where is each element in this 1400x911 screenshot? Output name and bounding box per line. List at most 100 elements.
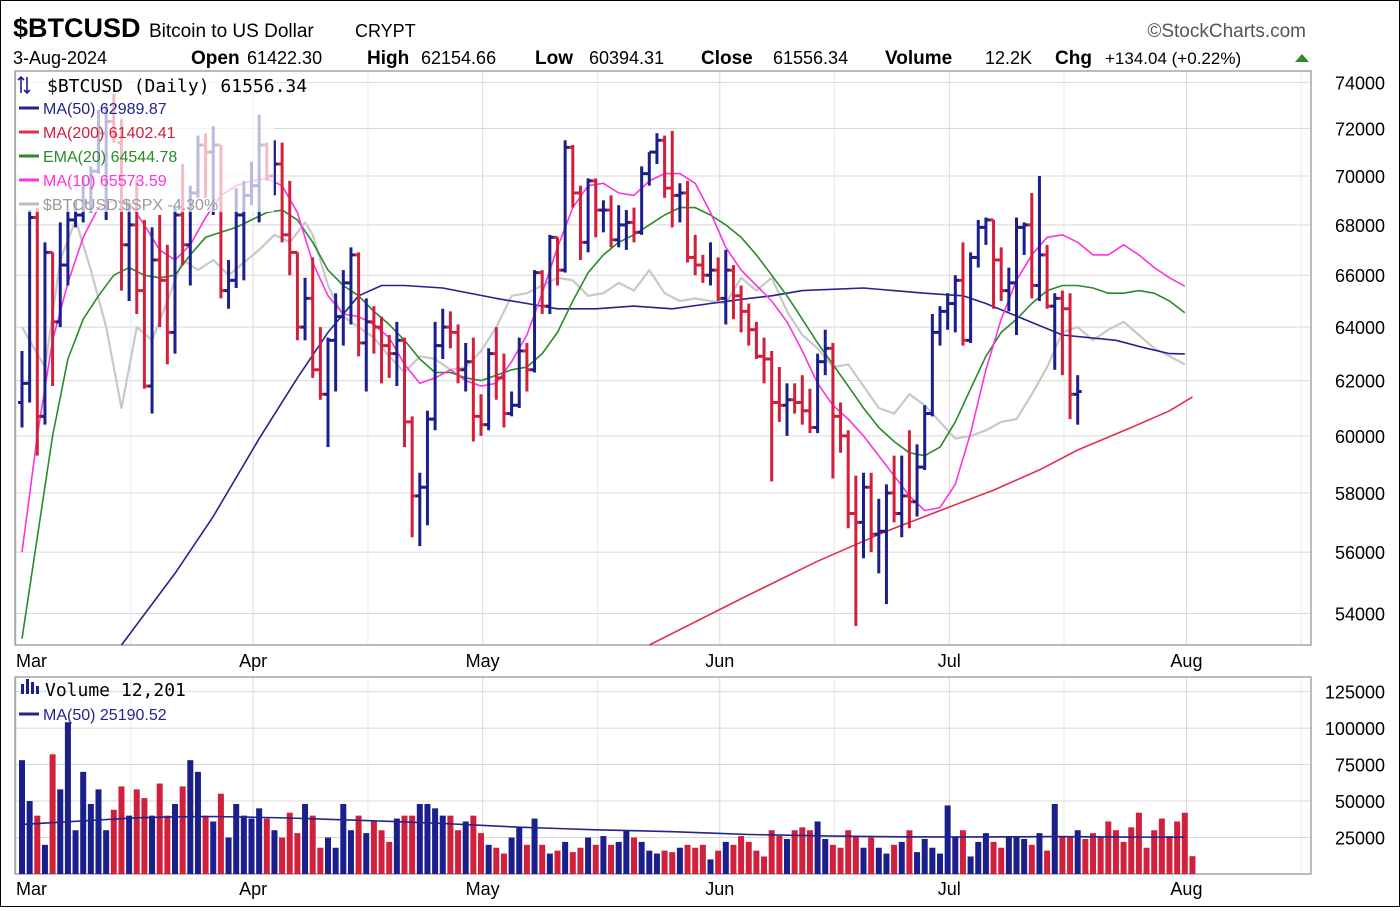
- ohlc-bar: [408, 416, 417, 538]
- volume-bar: [638, 841, 645, 874]
- volume-bar: [837, 847, 844, 874]
- volume-bar: [202, 815, 209, 874]
- ohlc-bar: [492, 327, 501, 400]
- legend-rel: $BTCUSD:$SPX -4.30%: [43, 197, 218, 214]
- ohlc-bar: [415, 472, 424, 547]
- ohlc-bar: [63, 210, 72, 286]
- volume-x-tick-label: Aug: [1170, 879, 1202, 899]
- ohlc-bar: [668, 130, 677, 228]
- volume-bar: [982, 833, 989, 874]
- ohlc-bar: [943, 293, 952, 330]
- ohlc-bar: [369, 306, 378, 354]
- close-label: Close: [701, 48, 753, 69]
- ohlc-bar: [882, 484, 891, 605]
- volume-bar: [546, 853, 553, 874]
- price-legend: $BTCUSD (Daily) 61556.34 MA(50) 62989.87…: [16, 72, 307, 214]
- ohlc-bar: [981, 217, 990, 245]
- volume-bar: [1158, 818, 1165, 874]
- ohlc-bar: [545, 234, 554, 314]
- volume-bar: [967, 856, 974, 874]
- volume-bar: [263, 818, 270, 874]
- ohlc-bar: [484, 348, 493, 431]
- volume-bar: [1181, 812, 1188, 874]
- volume-bar: [1059, 836, 1066, 874]
- price-y-tick-label: 72000: [1335, 120, 1385, 140]
- volume-bar: [784, 838, 790, 874]
- ohlc-bar: [171, 207, 179, 354]
- volume-bar: [554, 850, 561, 874]
- volume-bar: [822, 838, 829, 874]
- ohlc-bar: [958, 242, 967, 346]
- volume-bar: [806, 830, 813, 874]
- volume-bar: [363, 833, 370, 874]
- volume-bar: [577, 847, 584, 874]
- ohlc-bar: [423, 410, 432, 526]
- volume-bar: [248, 818, 255, 874]
- volume-bar: [179, 786, 186, 874]
- ohlc-bar: [477, 394, 485, 436]
- ohlc-bar: [454, 324, 463, 384]
- price-y-tick-label: 66000: [1335, 266, 1385, 286]
- volume-bar: [103, 830, 110, 874]
- ohlc-bar: [775, 367, 784, 422]
- ohlc-bar: [974, 219, 983, 268]
- ohlc-bar: [729, 265, 738, 320]
- ohlc-bar: [438, 308, 447, 359]
- ohlc-bar: [324, 337, 332, 448]
- volume-bar: [286, 812, 293, 874]
- volume-bar: [164, 815, 171, 874]
- ohlc-bar: [844, 430, 853, 529]
- ohlc-bar: [652, 133, 661, 165]
- price-y-tick-label: 74000: [1335, 73, 1385, 93]
- ohlc-bar: [867, 472, 876, 553]
- volume-bar: [508, 837, 515, 874]
- volume-bar: [72, 830, 79, 874]
- volume-bar: [1112, 830, 1119, 874]
- volume-bar: [1036, 833, 1043, 874]
- volume-bar: [523, 844, 530, 874]
- watermark: ©StockCharts.com: [1147, 21, 1306, 42]
- exchange-label: CRYPT: [355, 21, 416, 41]
- price-y-tick-label: 56000: [1335, 543, 1385, 563]
- volume-bar: [1120, 841, 1127, 874]
- ohlc-bar: [744, 303, 753, 346]
- volume-bar: [256, 808, 263, 874]
- volume-icon: [21, 684, 24, 694]
- volume-bar: [891, 844, 898, 874]
- ohlc-bar: [622, 210, 631, 250]
- ohlc-bar: [897, 455, 906, 538]
- price-y-tick-label: 60000: [1335, 427, 1385, 447]
- price-x-tick-label: Apr: [239, 651, 267, 671]
- volume-bar: [118, 786, 125, 874]
- volume-bar: [1005, 836, 1012, 874]
- legend-volume: Volume 12,201: [45, 680, 186, 701]
- price-y-tick-label: 54000: [1335, 604, 1385, 624]
- ohlc-bar: [1050, 293, 1059, 370]
- ohlc-bar: [1020, 222, 1029, 255]
- ohlc-bar: [584, 178, 593, 253]
- ohlc-bar: [859, 472, 868, 559]
- ohlc-bar: [989, 218, 998, 309]
- volume-bar: [745, 841, 752, 874]
- volume-bar: [478, 833, 484, 874]
- volume-bar: [401, 815, 408, 874]
- volume-bar: [1151, 830, 1158, 874]
- ohlc-bar: [285, 180, 294, 276]
- volume-bar: [133, 789, 140, 874]
- ohlc-bar: [48, 250, 57, 387]
- volume-bar: [722, 841, 729, 874]
- ohlc-bar: [446, 311, 455, 349]
- ohlc-bar: [1073, 375, 1082, 425]
- volume-bar: [378, 830, 385, 874]
- ohlc-bar: [515, 337, 524, 409]
- volume-x-tick-label: Jul: [938, 879, 961, 899]
- ohlc-bar: [155, 215, 164, 328]
- volume-bar: [906, 830, 913, 874]
- ohlc-bar: [997, 247, 1006, 301]
- volume-bar: [470, 815, 477, 874]
- volume-bar: [210, 821, 217, 874]
- volume-bar: [661, 850, 668, 874]
- ohlc-bar: [354, 252, 363, 357]
- volume-bar: [432, 808, 439, 874]
